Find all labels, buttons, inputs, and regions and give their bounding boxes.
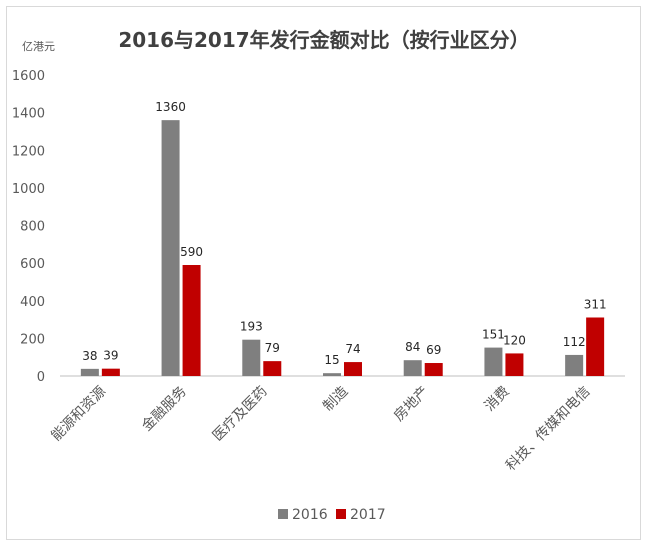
x-tick-label: 科技、传媒和电信 xyxy=(503,384,594,475)
bar-2016-1 xyxy=(161,120,180,377)
y-tick-label: 1400 xyxy=(12,107,45,122)
bar-2017-1 xyxy=(182,265,201,376)
bar-2017-3 xyxy=(344,362,362,376)
chart-title: 2016与2017年发行金额对比（按行业区分） xyxy=(118,28,529,52)
y-tick-label: 800 xyxy=(20,220,45,235)
y-tick-label: 600 xyxy=(20,257,45,272)
legend-label-2016: 2016 xyxy=(292,507,328,523)
bar-2016-6 xyxy=(565,354,584,376)
bar-2016-5 xyxy=(484,347,503,376)
data-label-2016-3: 15 xyxy=(324,353,339,367)
data-label-2017-6: 311 xyxy=(584,297,607,311)
data-label-2017-4: 69 xyxy=(426,343,441,357)
data-label-2016-2: 193 xyxy=(240,320,263,334)
bar-2016-2 xyxy=(242,339,261,376)
bar-2017-5 xyxy=(505,353,524,376)
bar-2016-0 xyxy=(80,368,99,376)
data-label-2016-0: 38 xyxy=(82,349,97,363)
y-tick-label: 400 xyxy=(20,295,45,310)
legend-label-2017: 2017 xyxy=(350,507,386,523)
legend-swatch-2016 xyxy=(278,509,288,519)
x-tick-label: 制造 xyxy=(320,384,351,415)
data-label-2017-2: 79 xyxy=(265,341,280,355)
x-tick-label: 金融服务 xyxy=(139,384,190,435)
bars-group xyxy=(80,120,605,377)
y-tick-label: 1200 xyxy=(12,144,45,159)
bar-2017-0 xyxy=(101,368,120,376)
data-label-2017-1: 590 xyxy=(180,245,203,259)
data-label-2016-5: 151 xyxy=(482,328,505,342)
bar-2017-6 xyxy=(586,317,605,376)
bar-2016-3 xyxy=(323,373,341,376)
x-tick-label: 消费 xyxy=(482,384,513,415)
x-tick-label: 房地产 xyxy=(391,384,432,425)
bar-2017-2 xyxy=(263,361,282,376)
bar-2017-4 xyxy=(424,363,443,376)
legend: 2016 2017 xyxy=(278,507,386,523)
y-tick-label: 1000 xyxy=(12,182,45,197)
data-label-2016-1: 1360 xyxy=(155,100,186,114)
data-label-2016-6: 112 xyxy=(563,335,586,349)
y-tick-label: 1600 xyxy=(12,69,45,84)
bar-2016-4 xyxy=(403,360,422,376)
data-label-2017-3: 74 xyxy=(345,342,360,356)
y-axis-ticks: 0 200 400 600 800 1000 1200 1400 1600 xyxy=(12,69,45,385)
data-label-2016-4: 84 xyxy=(405,340,420,354)
y-tick-label: 200 xyxy=(20,332,45,347)
x-tick-label: 医疗及医药 xyxy=(210,384,271,445)
data-label-2017-5: 120 xyxy=(503,333,526,347)
legend-swatch-2017 xyxy=(336,509,346,519)
x-tick-label: 能源和资源 xyxy=(48,384,109,445)
chart-frame xyxy=(6,6,641,540)
y-tick-label: 0 xyxy=(37,370,45,385)
unit-label: 亿港元 xyxy=(22,40,55,53)
data-label-2017-0: 39 xyxy=(103,349,118,363)
